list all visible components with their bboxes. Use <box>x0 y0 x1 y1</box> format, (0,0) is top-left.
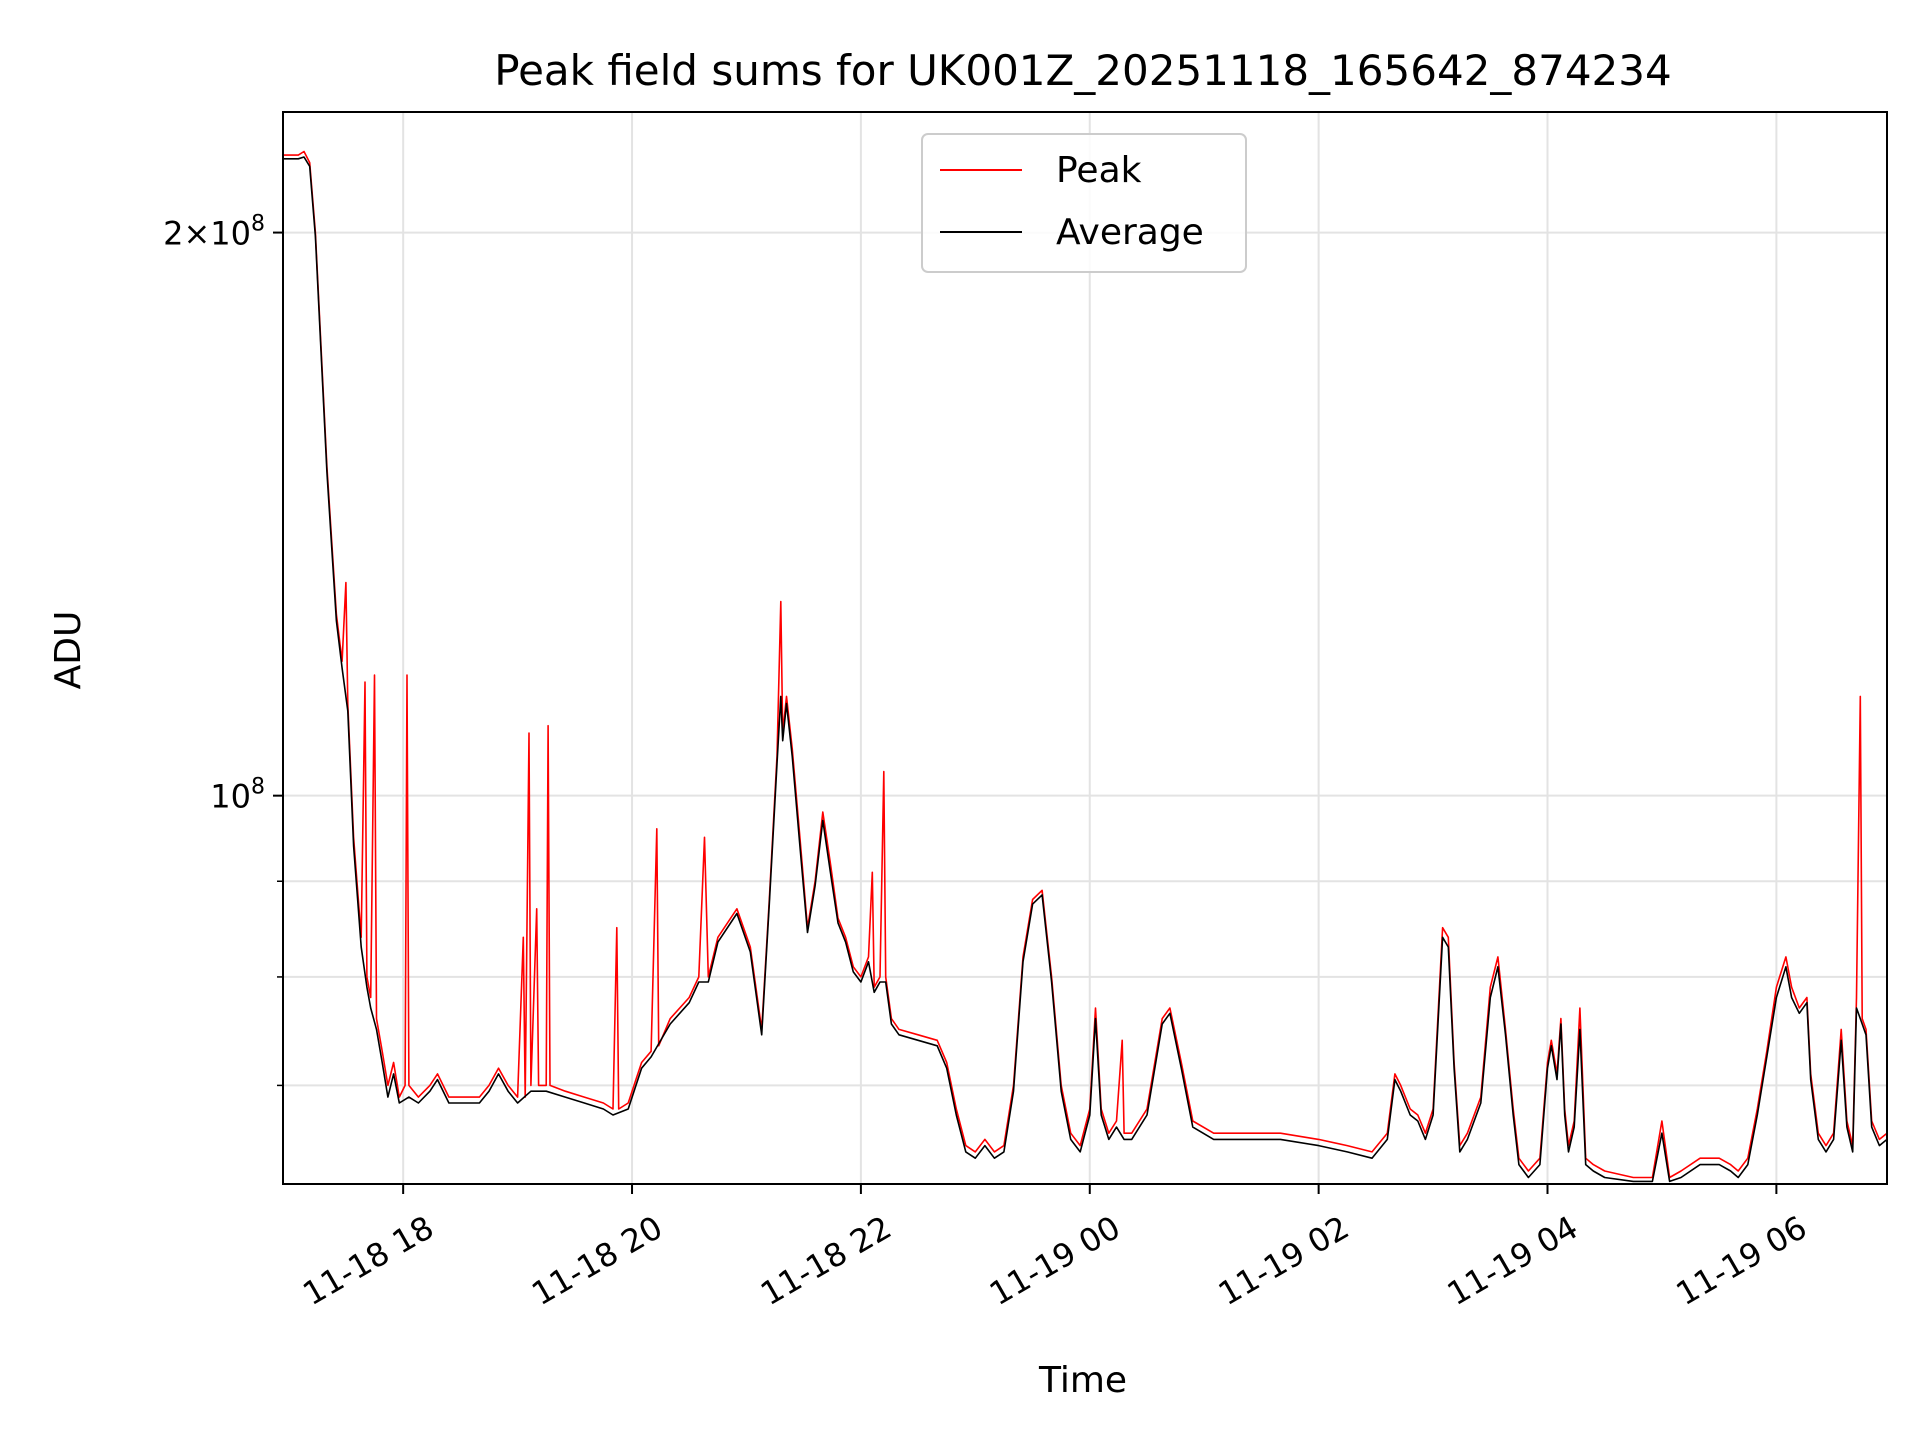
y-tick-label: 2×108 <box>163 212 265 253</box>
chart-title: Peak field sums for UK001Z_20251118_1656… <box>494 46 1671 95</box>
grid-lines <box>283 112 1887 1184</box>
series-line-average <box>283 156 1888 1183</box>
legend: Peak Average <box>921 133 1247 273</box>
y-axis-ticks: 108 2×108 <box>163 212 283 1087</box>
legend-label-average: Average <box>1056 212 1204 253</box>
legend-label-peak: Peak <box>1056 150 1142 191</box>
legend-box <box>921 133 1247 273</box>
y-axis-label: ADU <box>48 611 89 690</box>
x-axis-label: Time <box>1038 1360 1127 1401</box>
series-line-peak <box>283 150 1888 1179</box>
series-layer <box>283 150 1888 1183</box>
plot-frame <box>282 111 1888 1185</box>
y-tick-label: 108 <box>210 775 265 816</box>
